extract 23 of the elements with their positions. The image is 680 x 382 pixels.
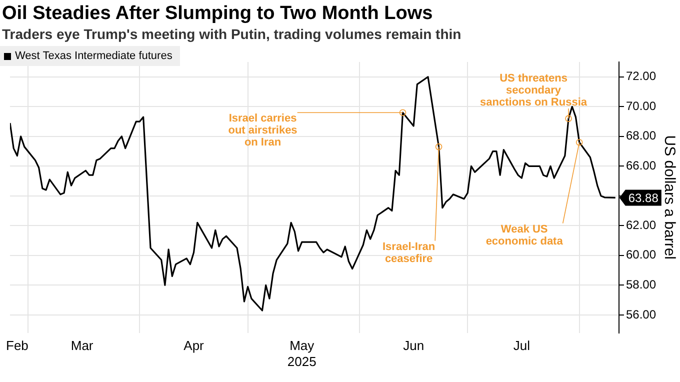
annotation: Israel carries out airstrikes on Iran: [228, 112, 298, 149]
y-tick-label: 72.00: [626, 69, 656, 84]
annotation: Israel-Iran ceasefire: [382, 240, 436, 265]
data-label: 63.88: [628, 191, 659, 206]
chart-subtitle: Traders eye Trump's meeting with Putin, trading volumes remain thin: [2, 26, 462, 42]
x-tick-label: Jul: [513, 338, 530, 354]
chart-title: Oil Steadies After Slumping to Two Month Lows: [2, 3, 433, 25]
y-tick-label: 58.00: [626, 278, 656, 292]
x-tick-label: Apr: [184, 338, 205, 354]
y-tick-label: 60.00: [626, 248, 656, 262]
y-tick-label: 62.00: [626, 218, 656, 232]
y-axis-title: US dollars a barrel: [660, 135, 678, 260]
x-tick-label: Jun: [403, 338, 424, 354]
y-tick-label: 68.00: [626, 128, 656, 143]
y-tick-label: 66.00: [626, 158, 656, 172]
x-tick-label: Mar: [70, 338, 94, 354]
legend-label: West Texas Intermediate futures: [15, 50, 172, 62]
x-tick-label: May 2025: [287, 338, 316, 369]
y-tick-label: 70.00: [626, 98, 656, 113]
x-tick-label: Feb: [6, 338, 28, 354]
annotation: Weak US economic data: [486, 223, 564, 248]
y-tick-label: 56.00: [626, 307, 656, 322]
annotation: US threatens secondary sanctions on Russia: [480, 72, 588, 109]
